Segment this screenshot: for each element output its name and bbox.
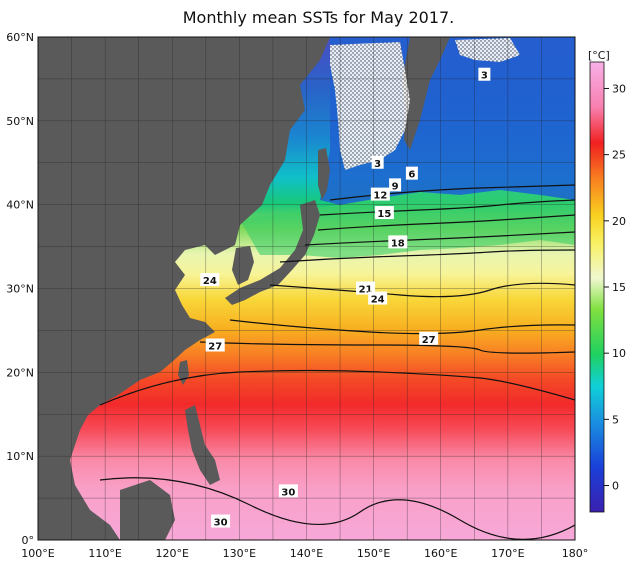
lat-label: 60°N <box>6 31 34 44</box>
colorbar-scale <box>589 61 605 513</box>
isotherm-9 <box>317 214 575 231</box>
isotherm-27 <box>99 369 575 406</box>
contour-label-text: 24 <box>371 295 385 306</box>
map-title: Monthly mean SSTs for May 2017. <box>182 8 455 27</box>
lat-label: 30°N <box>6 283 34 296</box>
lon-label: 160°E <box>424 547 457 560</box>
contour-label: 15 <box>374 206 394 220</box>
contour-label-text: 30 <box>214 518 228 529</box>
contour-label: 6 <box>405 166 418 181</box>
colorbar-tick-label: 0 <box>612 480 619 493</box>
contour-label: 9 <box>389 178 402 192</box>
lat-label: 40°N <box>6 199 34 212</box>
isotherm-12 <box>304 231 575 246</box>
isotherm-18 <box>269 282 575 298</box>
contour-label-text: 21 <box>359 285 373 296</box>
contour-label-text: 24 <box>203 276 217 287</box>
isotherm-24 <box>199 341 575 354</box>
philippines-land <box>185 405 220 485</box>
contour-label-bg <box>278 484 298 498</box>
contour-label-text: 15 <box>377 209 391 220</box>
longitude-labels: 100°E 110°E 120°E 130°E 140°E 150°E 160°E 170°E… <box>21 547 588 560</box>
contour-label-bg <box>356 281 376 295</box>
colorbar-unit: [°C] <box>588 49 610 62</box>
lat-label: 50°N <box>6 115 34 128</box>
colorbar-tick-label: 15 <box>612 281 626 294</box>
korea-land <box>232 246 254 285</box>
lat-label: 10°N <box>6 450 34 463</box>
contour-label: 24 <box>200 273 220 287</box>
lat-label: 0° <box>22 534 35 547</box>
colorbar-tick-label: 5 <box>612 413 619 426</box>
lon-label: 150°E <box>357 547 390 560</box>
contour-label-text: 12 <box>373 191 387 202</box>
contour-label: 27 <box>205 338 225 353</box>
contour-label-text: 3 <box>481 71 488 82</box>
isotherm-30 <box>99 477 575 540</box>
contour-label-bg <box>211 514 231 528</box>
contour-label-bg <box>205 338 225 352</box>
graticule <box>38 37 575 540</box>
map-plot-area <box>38 37 575 540</box>
contour-label: 27 <box>419 331 439 346</box>
sakhalin-land <box>318 148 330 200</box>
contour-label-bg <box>419 331 439 345</box>
isotherm-6 <box>319 199 575 216</box>
contour-label-bg <box>405 166 418 180</box>
contour-label: 3 <box>478 67 491 82</box>
contour-label-bg <box>389 178 402 192</box>
map-frame <box>37 36 576 541</box>
lon-label: 180° <box>562 547 589 560</box>
lon-label: 170°E <box>491 547 524 560</box>
contour-label-bg <box>200 273 220 287</box>
colorbar-tick-label: 30 <box>612 82 626 95</box>
latitude-labels: 60°N 50°N 40°N 30°N 20°N 10°N 0° <box>6 31 34 547</box>
contour-label: 30 <box>211 514 231 529</box>
contour-label-bg <box>478 67 491 81</box>
contour-label: 30 <box>278 484 298 498</box>
contour-label-text: 30 <box>281 487 295 498</box>
contour-label-text: 27 <box>422 335 436 346</box>
colorbar-tick-label: 10 <box>612 347 626 360</box>
colorbar-tick-label: 25 <box>612 149 626 162</box>
contour-label-text: 9 <box>392 181 399 192</box>
contour-label: 21 <box>356 281 376 296</box>
lat-label: 20°N <box>6 366 34 379</box>
contour-label: 12 <box>370 187 390 202</box>
lon-label: 100°E <box>21 547 54 560</box>
sea-ice-okhotsk <box>330 42 410 170</box>
isotherm-15 <box>279 249 575 263</box>
contour-label: 3 <box>371 155 384 170</box>
contour-label-bg <box>388 235 408 249</box>
colorbar-ticks: 30 25 20 15 10 5 0 <box>604 82 626 493</box>
borneo-land <box>120 480 175 540</box>
lon-label: 110°E <box>88 547 121 560</box>
contour-label-bg <box>370 187 390 201</box>
sea-ice-bering <box>455 38 520 62</box>
contour-label-bg <box>371 155 384 169</box>
lon-label: 120°E <box>156 547 189 560</box>
contour-label-text: 6 <box>408 170 415 181</box>
colorbar-tick-label: 20 <box>612 215 626 228</box>
japan-islands-land <box>225 200 320 305</box>
contour-label: 18 <box>388 235 408 249</box>
contour-label-bg <box>368 291 388 305</box>
kamchatka-land <box>402 37 450 150</box>
lon-label: 130°E <box>223 547 256 560</box>
colorbar: [°C] 30 25 20 15 10 5 0 <box>588 49 626 513</box>
contour-label-text: 3 <box>374 159 381 170</box>
contour-label-text: 18 <box>391 238 405 249</box>
lon-label: 140°E <box>290 547 323 560</box>
contour-label-text: 27 <box>208 342 222 353</box>
contour-label-bg <box>374 206 394 220</box>
contour-label: 24 <box>368 291 388 306</box>
